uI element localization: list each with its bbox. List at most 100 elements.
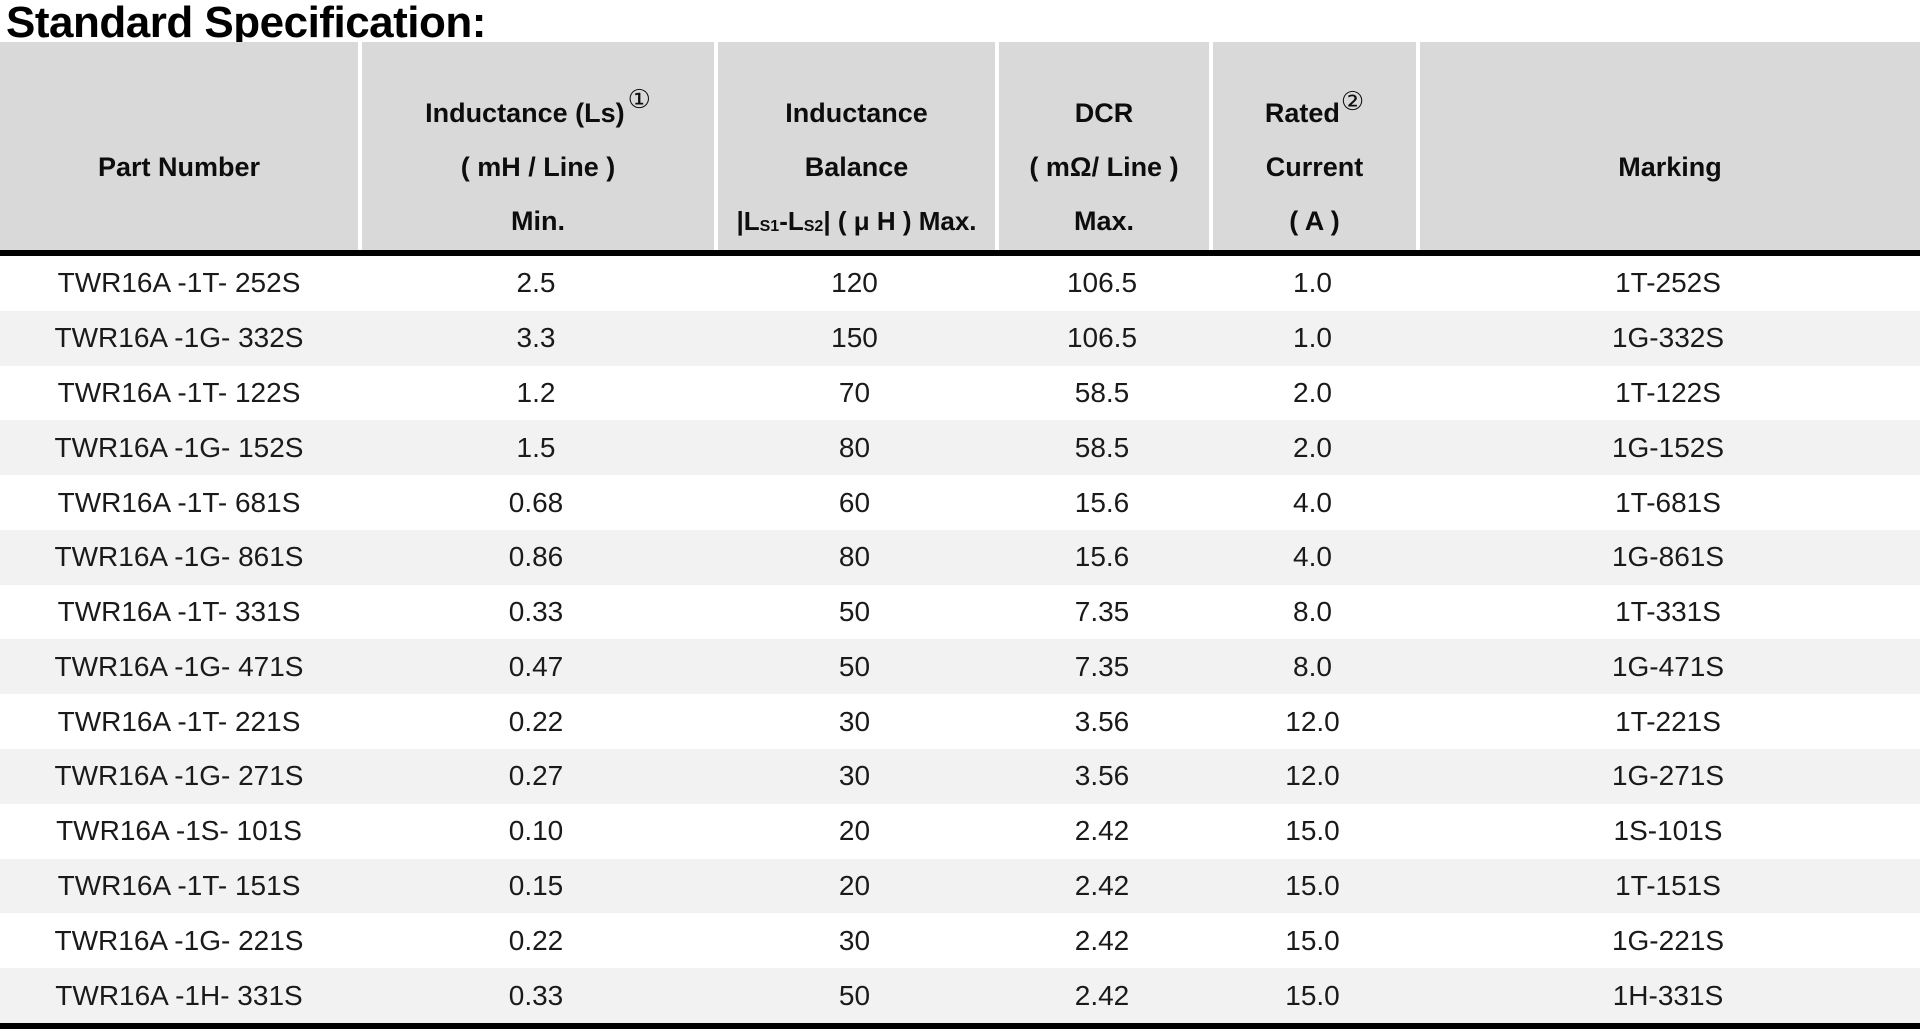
cell-dcr: 58.5 — [1074, 431, 1130, 463]
cell-part: TWR16A -1T- 122S — [57, 376, 301, 408]
cell-current: 1.0 — [1293, 267, 1332, 299]
cell-balance: 50 — [838, 596, 871, 628]
header-text: Rated — [1264, 97, 1340, 128]
cell-part: TWR16A -1G- 271S — [54, 760, 304, 792]
table-row: TWR16A -1T- 221S 0.22 30 3.56 12.0 1T-221S — [0, 694, 1920, 750]
cell-marking: 1T-221S — [1615, 705, 1721, 737]
cell-inductance: 0.86 — [508, 541, 564, 573]
cell-dcr: 15.6 — [1074, 486, 1130, 518]
cell-marking: 1G-152S — [1611, 431, 1725, 463]
page-title: Standard Specification: — [6, 0, 486, 47]
cell-marking: 1T-122S — [1615, 376, 1721, 408]
cell-inductance: 0.10 — [508, 815, 564, 847]
cell-inductance: 3.3 — [516, 322, 556, 354]
cell-inductance: 0.15 — [508, 869, 564, 901]
header-label-inductance-unit: ( mH / Line ) — [460, 151, 616, 182]
footnote-2-mark: ② — [1340, 85, 1365, 116]
cell-balance: 30 — [838, 705, 871, 737]
cell-inductance: 0.68 — [508, 486, 564, 518]
cell-current: 15.0 — [1285, 924, 1340, 956]
table-row: TWR16A -1S- 101S 0.10 20 2.42 15.0 1S-101S — [0, 803, 1920, 859]
header-label-marking: Marking — [1618, 151, 1722, 182]
cell-balance: 120 — [831, 267, 878, 299]
table-row: TWR16A -1G- 271S 0.27 30 3.56 12.0 1G-271S — [0, 749, 1920, 804]
header-label-inductance-min: Min. — [511, 205, 565, 236]
cell-current: 15.0 — [1285, 869, 1340, 901]
header-label-inductance: Inductance (Ls) ① — [362, 83, 714, 140]
cell-dcr: 2.42 — [1074, 979, 1130, 1011]
formula-text: | ( μ H ) Max. — [823, 205, 977, 236]
cell-inductance: 0.33 — [508, 979, 564, 1011]
cell-current: 2.0 — [1293, 376, 1332, 408]
formula-sub-s1: S1 — [759, 218, 780, 235]
cell-dcr: 2.42 — [1074, 924, 1130, 956]
cell-part: TWR16A -1G- 332S — [54, 322, 304, 354]
cell-current: 4.0 — [1293, 541, 1332, 573]
cell-current: 15.0 — [1285, 815, 1340, 847]
cell-inductance: 2.5 — [516, 267, 556, 299]
cell-inductance: 0.22 — [508, 924, 564, 956]
header-label-current-unit: ( A ) — [1289, 205, 1340, 236]
cell-marking: 1T-252S — [1615, 267, 1721, 299]
header-cell-dcr: DCR ( mΩ/ Line ) Max. — [995, 42, 1209, 250]
cell-dcr: 3.56 — [1074, 705, 1130, 737]
cell-marking: 1S-101S — [1613, 815, 1723, 847]
cell-current: 12.0 — [1285, 760, 1340, 792]
header-label-balance-2: Balance — [804, 151, 909, 182]
formula-sub-s2: S2 — [803, 218, 824, 235]
formula-text: -L — [779, 205, 804, 236]
cell-dcr: 3.56 — [1074, 760, 1130, 792]
cell-inductance: 1.5 — [516, 431, 556, 463]
cell-part: TWR16A -1T- 151S — [57, 869, 301, 901]
cell-marking: 1T-681S — [1615, 486, 1721, 518]
cell-balance: 30 — [838, 760, 871, 792]
cell-balance: 20 — [838, 869, 871, 901]
header-line — [0, 194, 358, 248]
cell-current: 8.0 — [1293, 596, 1332, 628]
table-row: TWR16A -1T- 252S 2.5 120 106.5 1.0 1T-252S — [0, 256, 1920, 311]
table-row: TWR16A -1G- 332S 3.3 150 106.5 1.0 1G-332S — [0, 310, 1920, 366]
header-cell-rated-current: Rated ② Current ( A ) — [1209, 42, 1416, 250]
header-cell-balance: Inductance Balance |L S1 -L S2 | ( μ H ) Max… — [714, 42, 995, 250]
cell-balance: 80 — [838, 541, 871, 573]
header-text: Inductance (Ls) — [425, 97, 625, 128]
header-label-part-number: Part Number — [97, 151, 261, 182]
cell-part: TWR16A -1G- 471S — [54, 650, 304, 682]
table-row: TWR16A -1T- 151S 0.15 20 2.42 15.0 1T-151S — [0, 858, 1920, 914]
cell-part: TWR16A -1T- 331S — [57, 596, 301, 628]
cell-part: TWR16A -1H- 331S — [55, 979, 303, 1011]
cell-balance: 80 — [838, 431, 871, 463]
cell-inductance: 1.2 — [516, 376, 556, 408]
cell-dcr: 7.35 — [1074, 596, 1130, 628]
cell-part: TWR16A -1G- 152S — [54, 431, 304, 463]
cell-current: 1.0 — [1293, 322, 1332, 354]
header-cell-marking: Marking — [1416, 42, 1920, 250]
footnote-1-mark: ① — [627, 83, 651, 114]
cell-marking: 1G-471S — [1611, 650, 1725, 682]
cell-part: TWR16A -1G- 861S — [54, 541, 304, 573]
cell-marking: 1T-331S — [1615, 596, 1721, 628]
table-body: TWR16A -1T- 252S 2.5 120 106.5 1.0 1T-252S TWR… — [0, 256, 1920, 1023]
header-cell-inductance: Inductance (Ls) ① ( mH / Line ) Min. — [358, 42, 714, 250]
bottom-rule — [0, 1023, 1920, 1029]
table-row: TWR16A -1G- 471S 0.47 50 7.35 8.0 1G-471S — [0, 639, 1920, 695]
cell-balance: 50 — [838, 650, 871, 682]
table-row: TWR16A -1G- 861S 0.86 80 15.6 4.0 1G-861S — [0, 529, 1920, 585]
table-row: TWR16A -1H- 331S 0.33 50 2.42 15.0 1H-331S — [0, 968, 1920, 1023]
cell-current: 12.0 — [1285, 705, 1340, 737]
cell-inductance: 0.33 — [508, 596, 564, 628]
header-label-rated: Rated ② — [1213, 86, 1416, 140]
header-separator-rule — [0, 250, 1920, 256]
formula-text: |L — [736, 205, 760, 236]
cell-balance: 20 — [838, 815, 871, 847]
cell-dcr: 58.5 — [1074, 376, 1130, 408]
header-label-current: Current — [1265, 151, 1364, 182]
title-bar: Standard Specification: — [0, 0, 1920, 47]
cell-part: TWR16A -1T- 252S — [57, 267, 301, 299]
cell-inductance: 0.47 — [508, 650, 564, 682]
cell-balance: 50 — [838, 979, 871, 1011]
table-row: TWR16A -1T- 681S 0.68 60 15.6 4.0 1T-681S — [0, 475, 1920, 530]
cell-marking: 1G-861S — [1611, 541, 1725, 573]
cell-dcr: 7.35 — [1074, 650, 1130, 682]
